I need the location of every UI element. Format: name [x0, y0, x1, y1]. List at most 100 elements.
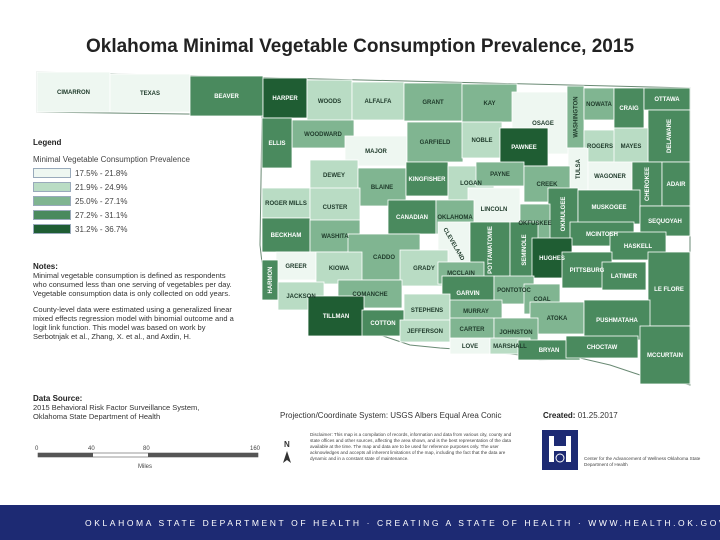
county-mayes — [613, 127, 649, 165]
county-label-johnston: JOHNSTON — [499, 330, 532, 336]
created-label: Created: — [543, 411, 576, 420]
county-label-alfalfa: ALFALFA — [365, 99, 393, 105]
county-label-cotton: COTTON — [370, 321, 395, 327]
county-label-roger-mills: ROGER MILLS — [265, 201, 307, 207]
county-label-adair: ADAIR — [667, 182, 687, 188]
legend-label: 27.2% - 31.1% — [75, 210, 128, 220]
legend-swatch — [33, 196, 71, 206]
county-latimer — [601, 261, 647, 291]
county-label-cimarron: CIMARRON — [57, 90, 90, 96]
county-sequoyah — [639, 205, 691, 237]
county-canadian — [387, 199, 437, 235]
county-label-kiowa: KIOWA — [329, 266, 350, 272]
county-label-texas: TEXAS — [140, 91, 160, 97]
county-dewey — [309, 159, 359, 191]
county-label-okmulgee: OKMULGEE — [561, 197, 567, 232]
county-label-beaver: BEAVER — [214, 94, 239, 100]
legend-label: 21.9% - 24.9% — [75, 182, 128, 192]
county-label-custer: CUSTER — [323, 205, 348, 211]
legend-item: 31.2% - 36.7% — [33, 224, 243, 234]
county-label-seminole: SEMINOLE — [522, 234, 528, 265]
legend-swatch — [33, 210, 71, 220]
legend-label: 25.0% - 27.1% — [75, 196, 128, 206]
county-label-logan: LOGAN — [460, 181, 482, 187]
notes-paragraph-definition: Minimal vegetable consumption is defined… — [33, 271, 232, 298]
legend-swatch — [33, 224, 71, 234]
county-label-washington: WASHINGTON — [574, 96, 580, 137]
county-label-mcclain: MCCLAIN — [447, 271, 475, 277]
legend-heading: Legend — [33, 138, 62, 147]
county-label-lincoln: LINCOLN — [481, 207, 508, 213]
county-mccurtain — [639, 325, 691, 385]
county-label-greer: GREER — [285, 264, 307, 270]
county-label-garvin: GARVIN — [456, 291, 479, 297]
notes-heading: Notes: — [33, 262, 58, 271]
county-noble — [461, 121, 503, 159]
county-label-woods: WOODS — [318, 99, 341, 105]
county-label-comanche: COMANCHE — [352, 292, 387, 298]
county-beaver — [189, 75, 264, 117]
county-label-caddo: CADDO — [373, 255, 395, 261]
county-label-blaine: BLAINE — [371, 185, 393, 191]
county-label-major: MAJOR — [365, 149, 387, 155]
county-label-mccurtain: MCCURTAIN — [647, 353, 683, 359]
county-label-sequoyah: SEQUOYAH — [648, 219, 682, 225]
county-label-coal: COAL — [534, 297, 551, 303]
legend-subheading: Minimal Vegetable Consumption Prevalence — [33, 155, 190, 164]
notes-paragraph-method: County-level data were estimated using a… — [33, 305, 234, 341]
county-label-atoka: ATOKA — [547, 316, 568, 322]
legend-item: 27.2% - 31.1% — [33, 210, 243, 220]
county-label-bryan: BRYAN — [539, 348, 560, 354]
county-label-craig: CRAIG — [619, 106, 639, 112]
county-label-pawnee: PAWNEE — [511, 145, 537, 151]
county-label-harmon: HARMON — [268, 267, 274, 294]
source-line-2: Oklahoma State Department of Health — [33, 412, 161, 421]
scale-tick-80: 80 — [143, 446, 150, 452]
county-label-haskell: HASKELL — [624, 244, 653, 250]
county-label-murray: MURRAY — [463, 309, 489, 315]
county-label-creek: CREEK — [536, 182, 558, 188]
county-ellis — [261, 117, 293, 169]
north-label: N — [284, 440, 290, 449]
county-grant — [403, 82, 463, 122]
county-label-cherokee: CHEROKEE — [645, 167, 651, 201]
county-label-dewey: DEWEY — [323, 173, 345, 179]
footer-banner: OKLAHOMA STATE DEPARTMENT OF HEALTH · CR… — [0, 505, 720, 540]
county-label-pottawatomie: POTTAWATOMIE — [488, 226, 494, 274]
county-label-mayes: MAYES — [621, 144, 642, 150]
county-harmon — [261, 259, 279, 301]
legend-swatch — [33, 182, 71, 192]
county-label-le-flore: LE FLORE — [654, 287, 684, 293]
legend-item: 21.9% - 24.9% — [33, 182, 243, 192]
county-label-mcintosh: MCINTOSH — [586, 232, 618, 238]
county-label-delaware: DELAWARE — [667, 119, 673, 153]
county-adair — [661, 161, 691, 207]
county-label-pushmataha: PUSHMATAHA — [596, 318, 638, 324]
county-label-hughes: HUGHES — [539, 256, 565, 262]
county-label-stephens: STEPHENS — [411, 308, 443, 314]
county-label-pittsburg: PITTSBURG — [570, 268, 605, 274]
disclaimer-text: Disclaimer: This map is a compilation of… — [310, 432, 512, 461]
notes: Notes: Minimal vegetable consumption is … — [33, 262, 238, 348]
legend-label: 17.5% - 21.8% — [75, 168, 128, 178]
county-label-tulsa: TULSA — [576, 158, 582, 179]
created-date: 01.25.2017 — [577, 411, 618, 420]
county-label-harper: HARPER — [272, 96, 298, 102]
scale-tick-160: 160 — [250, 446, 261, 452]
county-label-muskogee: MUSKOGEE — [591, 205, 626, 211]
county-label-osage: OSAGE — [532, 121, 554, 127]
county-kingfisher — [405, 161, 449, 197]
county-label-noble: NOBLE — [472, 138, 493, 144]
county-label-canadian: CANADIAN — [396, 215, 428, 221]
county-delaware — [647, 109, 691, 163]
north-arrow-icon — [283, 451, 291, 463]
county-label-kay: KAY — [483, 101, 495, 107]
county-label-ottawa: OTTAWA — [654, 97, 680, 103]
county-label-okfuskee: OKFUSKEE — [518, 221, 551, 227]
county-cimarron — [36, 71, 111, 113]
county-label-tillman: TILLMAN — [323, 314, 349, 320]
county-le-flore — [647, 251, 691, 327]
county-kay — [461, 83, 518, 123]
county-label-garfield: GARFIELD — [420, 140, 451, 146]
